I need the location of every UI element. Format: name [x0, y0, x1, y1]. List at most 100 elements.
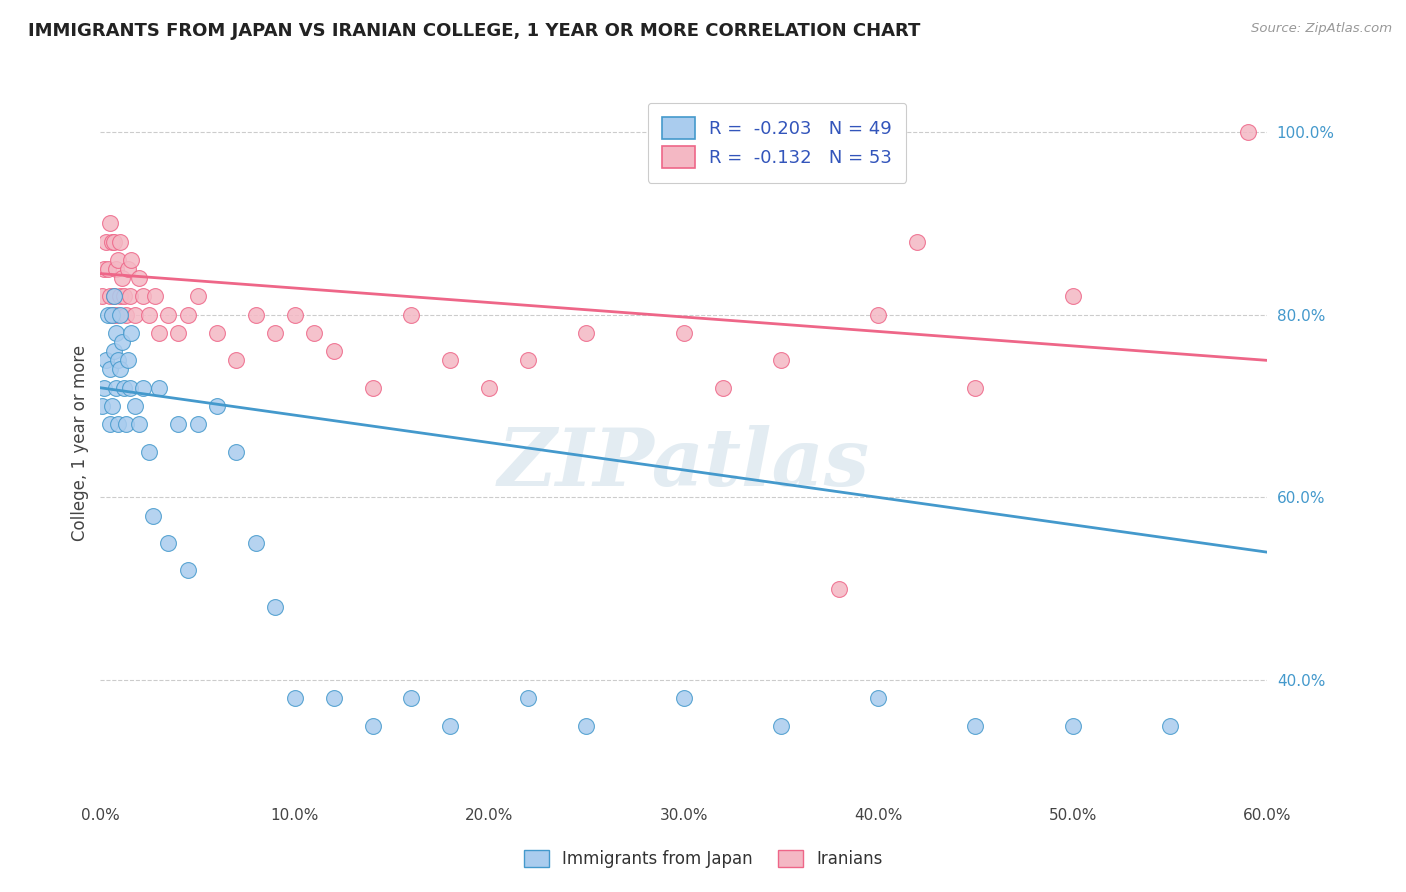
Point	[97, 308, 120, 322]
Legend: Immigrants from Japan, Iranians: Immigrants from Japan, Iranians	[517, 843, 889, 875]
Point	[104, 381, 127, 395]
Point	[98, 289, 121, 303]
Point	[157, 308, 180, 322]
Point	[93, 381, 115, 395]
Point	[575, 719, 598, 733]
Point	[1062, 289, 1084, 303]
Point	[107, 353, 129, 368]
Point	[111, 335, 134, 350]
Point	[101, 308, 124, 322]
Point	[264, 599, 287, 614]
Point	[93, 262, 115, 277]
Point	[187, 417, 209, 432]
Point	[401, 308, 423, 322]
Point	[101, 308, 124, 322]
Point	[91, 399, 114, 413]
Point	[101, 235, 124, 249]
Point	[103, 235, 125, 249]
Point	[103, 289, 125, 303]
Point	[284, 308, 307, 322]
Point	[905, 235, 928, 249]
Text: IMMIGRANTS FROM JAPAN VS IRANIAN COLLEGE, 1 YEAR OR MORE CORRELATION CHART: IMMIGRANTS FROM JAPAN VS IRANIAN COLLEGE…	[28, 22, 921, 40]
Point	[304, 326, 326, 340]
Point	[132, 289, 155, 303]
Point	[96, 235, 118, 249]
Text: ZIPatlas: ZIPatlas	[498, 425, 870, 503]
Point	[517, 691, 540, 706]
Point	[124, 308, 146, 322]
Point	[1159, 719, 1181, 733]
Point	[143, 289, 166, 303]
Point	[112, 289, 135, 303]
Point	[97, 262, 120, 277]
Point	[114, 308, 136, 322]
Point	[575, 326, 598, 340]
Point	[112, 381, 135, 395]
Point	[868, 308, 890, 322]
Point	[711, 381, 734, 395]
Legend: R =  -0.203   N = 49, R =  -0.132   N = 53: R = -0.203 N = 49, R = -0.132 N = 53	[648, 103, 907, 183]
Point	[965, 381, 987, 395]
Point	[138, 308, 160, 322]
Point	[167, 417, 190, 432]
Point	[828, 582, 851, 596]
Point	[114, 417, 136, 432]
Point	[439, 719, 461, 733]
Point	[769, 353, 792, 368]
Point	[98, 362, 121, 376]
Point	[128, 271, 150, 285]
Point	[225, 444, 247, 458]
Y-axis label: College, 1 year or more: College, 1 year or more	[72, 344, 89, 541]
Point	[148, 326, 170, 340]
Point	[205, 326, 228, 340]
Point	[91, 289, 114, 303]
Point	[117, 262, 139, 277]
Point	[225, 353, 247, 368]
Point	[177, 308, 200, 322]
Point	[118, 289, 141, 303]
Point	[138, 444, 160, 458]
Point	[284, 691, 307, 706]
Point	[517, 353, 540, 368]
Point	[177, 563, 200, 577]
Point	[1062, 719, 1084, 733]
Point	[769, 719, 792, 733]
Point	[672, 326, 695, 340]
Point	[111, 271, 134, 285]
Point	[361, 719, 384, 733]
Point	[245, 308, 267, 322]
Point	[868, 691, 890, 706]
Point	[104, 262, 127, 277]
Point	[245, 536, 267, 550]
Point	[107, 252, 129, 267]
Point	[98, 417, 121, 432]
Point	[439, 353, 461, 368]
Text: Source: ZipAtlas.com: Source: ZipAtlas.com	[1251, 22, 1392, 36]
Point	[118, 381, 141, 395]
Point	[108, 308, 131, 322]
Point	[101, 399, 124, 413]
Point	[96, 353, 118, 368]
Point	[965, 719, 987, 733]
Point	[187, 289, 209, 303]
Point	[157, 536, 180, 550]
Point	[103, 344, 125, 359]
Point	[132, 381, 155, 395]
Point	[322, 344, 344, 359]
Point	[672, 691, 695, 706]
Point	[117, 353, 139, 368]
Point	[1236, 125, 1258, 139]
Point	[103, 289, 125, 303]
Point	[108, 289, 131, 303]
Point	[361, 381, 384, 395]
Point	[104, 308, 127, 322]
Point	[121, 252, 143, 267]
Point	[128, 417, 150, 432]
Point	[401, 691, 423, 706]
Point	[264, 326, 287, 340]
Point	[121, 326, 143, 340]
Point	[142, 508, 165, 523]
Point	[98, 216, 121, 230]
Point	[104, 326, 127, 340]
Point	[108, 235, 131, 249]
